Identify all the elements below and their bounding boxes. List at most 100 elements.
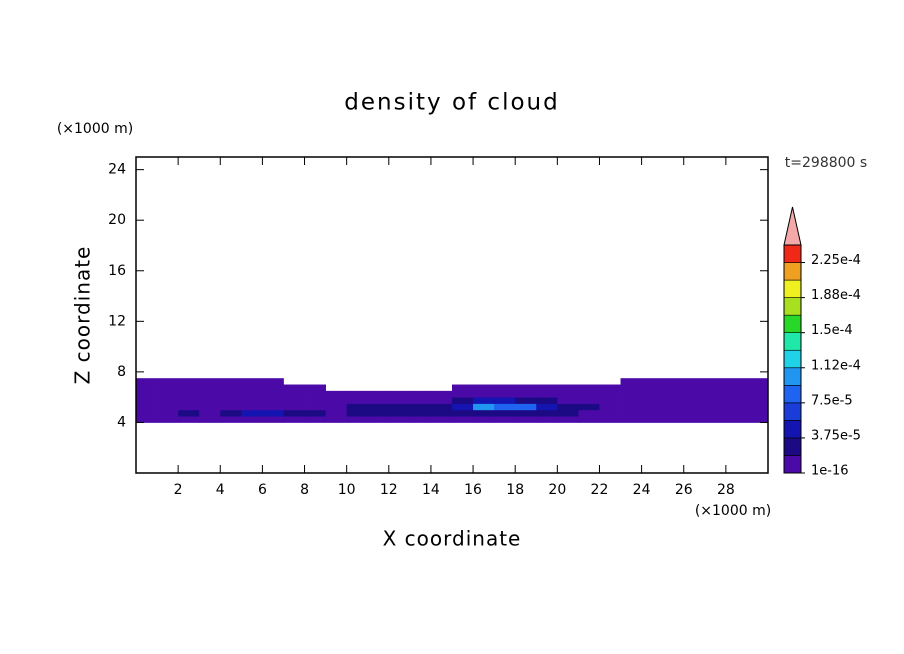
contour-cell [220,384,242,392]
contour-cell [304,416,326,423]
contour-cell [157,397,179,404]
contour-cell [704,397,727,404]
contour-cell [536,416,558,423]
contour-cell [325,416,348,423]
contour-cell [494,409,516,417]
contour-cell [536,378,557,385]
contour-cell [304,409,326,417]
contour-cell [599,378,620,385]
contour-cell [620,390,642,398]
contour-cell [262,416,284,423]
contour-cell [725,397,748,404]
contour-cell [452,390,474,398]
contour-cell [452,397,474,404]
contour-cell [325,390,348,398]
x-tick-label: 6 [258,482,267,498]
contour-cell [557,390,579,398]
y-unit: (×1000 m) [57,121,133,137]
x-tick-label: 2 [174,482,183,498]
contour-cell [641,403,664,411]
y-tick-label: 4 [117,414,126,430]
contour-cell [515,409,537,417]
colorbar-tick-label: 2.25e-4 [811,253,861,268]
x-tick-label: 18 [506,482,524,498]
contour-cell [178,378,200,385]
contour-cell [262,409,284,417]
x-tick-label: 12 [380,482,398,498]
contour-cell [683,378,706,385]
contour-cell [367,390,390,398]
contour-cell [620,403,642,411]
contour-cell [557,416,579,423]
contour-cell [725,390,748,398]
y-tick-label: 12 [108,313,126,329]
contour-cell [136,378,158,385]
contour-cell [662,378,685,385]
contour-cell [683,397,706,404]
contour-cell [368,385,389,392]
contour-cell [431,385,452,392]
contour-cell [473,378,494,385]
contour-cell [452,409,474,417]
contour-cell [136,403,158,411]
contour-cell [704,384,727,392]
colorbar-tick-label: 1.12e-4 [811,358,861,373]
contour-cell [241,416,263,423]
contour-cell [389,378,410,385]
contour-cell [262,378,284,385]
contour-cell [157,403,179,411]
x-tick-label: 16 [464,482,482,498]
contour-cell [241,390,263,398]
contour-cell [557,397,579,404]
contour-cell [473,397,495,404]
colorbar-band [783,332,802,351]
contour-cell [326,378,347,385]
contour-cell [367,409,390,417]
contour-cell [220,416,242,423]
contour-cell [367,416,390,423]
contour-cell [178,416,200,423]
contour-cell [199,416,221,423]
contour-cell [388,390,411,398]
colorbar-band [783,244,802,263]
y-tick-label: 20 [108,212,126,228]
contour-cell [346,397,369,404]
contour-cell [157,390,179,398]
contour-cell [725,378,748,385]
contour-cell [241,409,263,417]
contour-cell [599,416,621,423]
contour-cell [241,378,263,385]
contour-cell [178,384,200,392]
contour-cell [136,384,158,392]
contour-cell [662,390,685,398]
contour-cell [746,409,769,417]
contour-cell [157,378,179,385]
contour-cell [494,397,516,404]
contour-cell [557,384,579,392]
contour-cell [136,416,158,423]
contour-cell [220,409,242,417]
contour-cell [599,390,621,398]
contour-cell [683,409,706,417]
plot-frame [135,156,769,474]
contour-cell [136,409,158,417]
colorbar-tick-label: 3.75e-5 [811,428,861,443]
contour-cell [578,384,600,392]
contour-cell [578,378,599,385]
contour-cell [136,390,158,398]
contour-cell [683,390,706,398]
contour-cell [157,384,179,392]
contour-cell [746,403,769,411]
contour-cell [178,397,200,404]
contour-cell [220,403,242,411]
contour-cell [620,397,642,404]
colorbar-band [783,420,802,439]
contour-cell [662,397,685,404]
contour-cell [515,416,537,423]
colorbar-tick-label: 7.5e-5 [811,393,853,408]
contour-cell [704,409,727,417]
contour-cell [388,409,411,417]
contour-cell [347,378,368,385]
contour-cell [241,403,263,411]
contour-cell [599,403,621,411]
